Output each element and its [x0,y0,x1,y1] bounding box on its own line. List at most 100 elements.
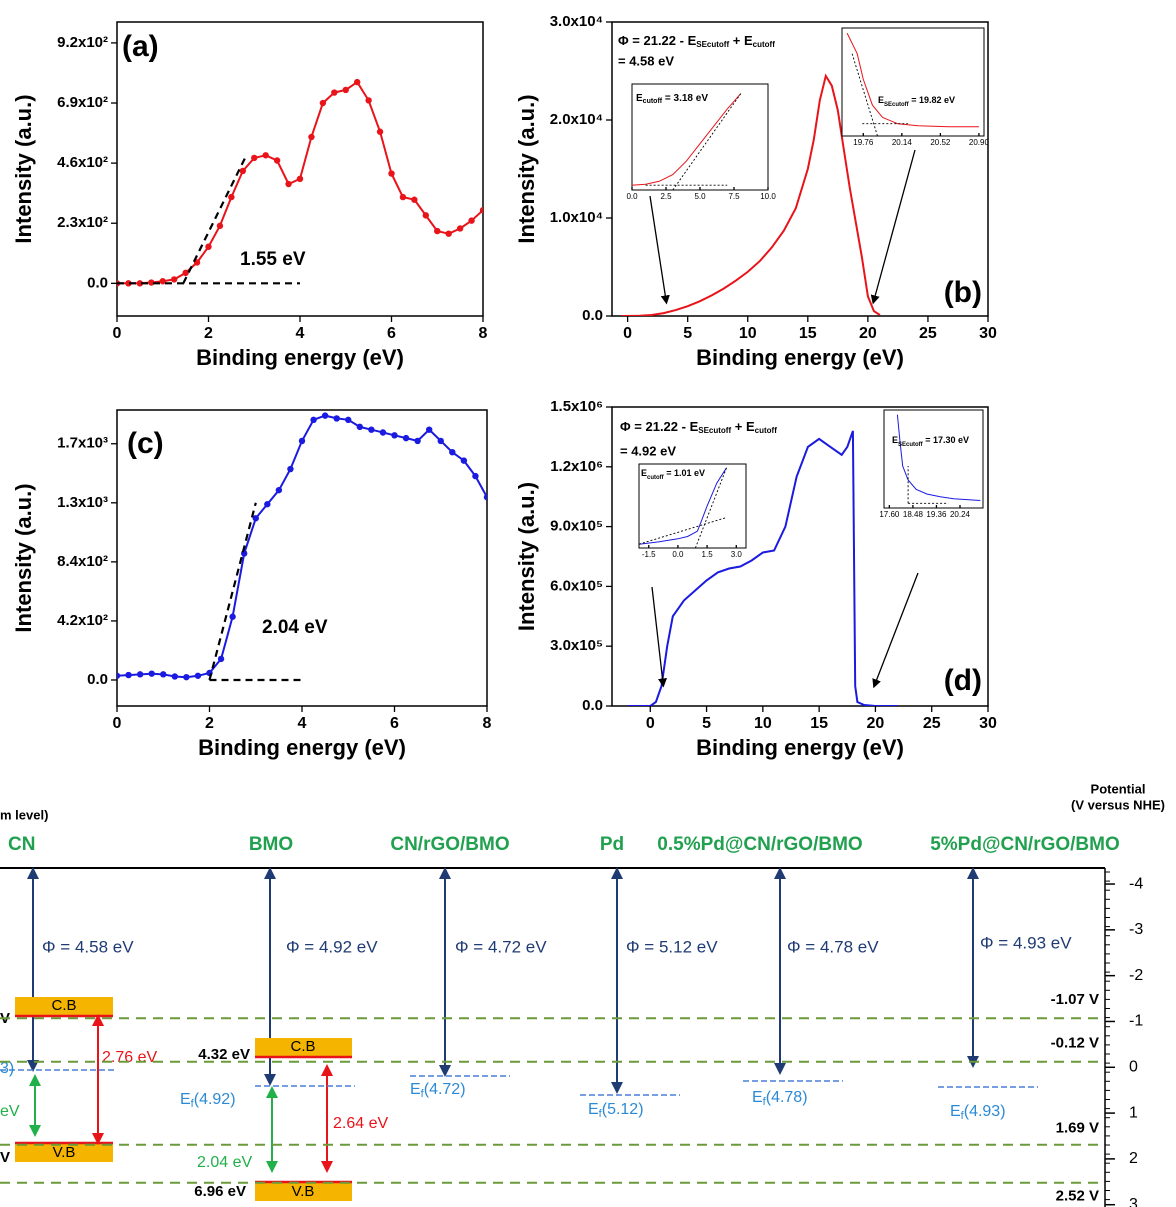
x-tick-label: 30 [979,325,997,342]
y-tick-label: 0.0 [87,671,108,688]
data-point [183,673,190,681]
data-line [621,73,881,316]
x-tick-label: 10 [739,325,757,342]
phi-label: Φ = 4.92 eV [286,937,378,956]
data-point [460,457,468,464]
data-point [388,170,395,177]
data-point [445,230,452,237]
data-point [483,493,487,501]
annotation: (c) [127,427,164,460]
x-tick-label: 7.5 [728,192,740,201]
guide-line [639,517,727,545]
header: m level) [0,807,48,822]
data-point [345,416,352,424]
data-point [376,128,384,135]
material-name: Pd [600,834,624,855]
data-point [264,501,271,508]
data-point [262,152,269,159]
fermi-value: (4.72) [424,1081,466,1098]
plot-frame [883,409,984,509]
fermi-symbol: E [588,1101,599,1118]
annotation: Φ = 21.22 - ESEcutoff + Ecutoff [618,33,775,49]
data-point [356,423,364,431]
fermi-label: Ef(4.72) [410,1081,466,1100]
data-line [846,32,979,128]
annotation-part: Φ = 21.22 - E [618,33,697,48]
phi-label: Φ = 4.58 eV [42,937,134,956]
phi-label: Φ = 4.72 eV [455,937,547,956]
data-point [136,671,144,678]
data-line [632,93,742,186]
level-label: 2.52 V [1056,1188,1099,1205]
annotation-part: Φ = 21.22 - E [620,419,699,434]
x-tick-label: 20.24 [950,510,971,519]
data-point [422,212,430,219]
annotation-sub: SEcutoff [898,442,924,448]
annotation: (a) [122,30,159,63]
data-point [353,78,361,86]
fermi-label: Ef(4.92) [180,1091,236,1110]
x-tick-label: 25 [923,715,941,732]
data-point [437,437,444,445]
annotation: Ecutoff = 1.01 eV [641,468,705,480]
fermi-label: Ef(4.78) [752,1089,808,1108]
x-tick-label: 8 [483,715,492,732]
y-tick-label: 1.2x10⁶ [550,458,603,475]
arrow [649,195,670,305]
x-tick-label: 20 [859,325,877,342]
potential-tick-label: -4 [1129,875,1143,892]
data-point [296,175,304,182]
x-tick-label: 20.14 [892,138,913,147]
x-tick-label: 19.76 [853,138,874,147]
data-point [472,472,479,480]
data-line [627,430,898,706]
x-axis-label: Binding energy (eV) [696,735,904,760]
annotation: 1.55 eV [240,249,306,270]
data-point [148,670,155,677]
x-tick-label: 20 [867,715,885,732]
data-point [252,515,259,522]
annotation-part: = 19.82 eV [909,95,955,105]
inset-chart: 19.76 20.14 20.52 20.90 ESEcutoff = 19.82 eV [841,27,989,147]
data-point [399,193,407,201]
x-tick-label: 20.52 [930,138,951,147]
annotation: Φ = 21.22 - ESEcutoff + Ecutoff [620,419,777,435]
y-tick-label: 0.0 [582,697,603,714]
annotation-sub: SEcutoff [696,40,729,49]
x-tick-label: 30 [979,715,997,732]
annotation-part: + E [729,33,753,48]
level-label: -0.12 V [1051,1035,1099,1052]
data-point [365,97,372,104]
data-point [182,269,189,277]
material-name: CN [8,834,35,855]
annotation: Ecutoff = 3.18 eV [636,93,708,105]
chart: 0 2 4 6 8 0.0 4.2x10² 8.4x10² 1.3x10³ 1.7x10³ Bind… [11,409,492,760]
data-point [275,486,283,494]
data-point [402,434,410,442]
axis-title: Potential [1091,781,1146,796]
potential-tick-label: 2 [1129,1150,1138,1167]
fermi-symbol: E [410,1081,421,1098]
y-axis-label: Intensity (a.u.) [11,483,36,632]
annotation-part: E [636,93,643,104]
annotation-sub: cutoff [755,426,778,435]
valence-band [15,1143,113,1162]
gap-label: 2.64 eV [333,1115,388,1132]
y-axis-label: Intensity (a.u.) [514,94,539,243]
band-label: C.B [290,1038,315,1055]
data-point [298,437,306,445]
gap-label: eV [0,1103,20,1120]
arrow [651,586,668,688]
fermi-value: (4.93) [964,1103,1006,1120]
annotation-sub: SEcutoff [884,102,910,108]
plot-area [117,78,483,287]
data-point [425,426,433,433]
x-tick-label: 0.0 [672,550,684,559]
fermi-symbol: E [180,1091,191,1108]
data-point [170,276,178,283]
y-tick-label: 6.0x10⁵ [550,577,603,594]
potential-tick-label: -2 [1129,967,1143,984]
level-label: -1.07 V [1051,991,1099,1008]
